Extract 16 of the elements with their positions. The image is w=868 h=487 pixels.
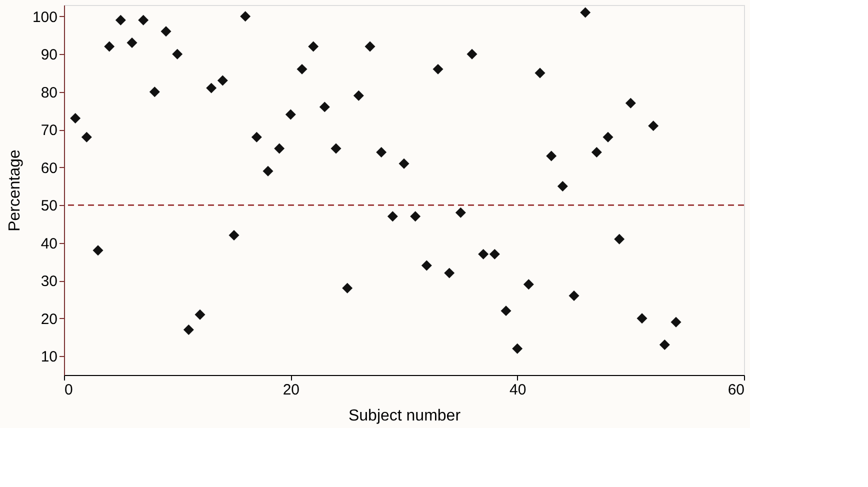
y-tick-label: 10 xyxy=(40,348,58,366)
y-tick-label: 90 xyxy=(40,46,58,64)
y-tick-label: 40 xyxy=(40,235,58,252)
y-tick-label: 80 xyxy=(40,84,58,102)
x-tick-label: 40 xyxy=(509,382,526,398)
y-tick-label: 20 xyxy=(40,310,58,328)
y-tick-label: 50 xyxy=(40,198,58,215)
y-tick-label: 60 xyxy=(40,160,58,177)
x-tick-label: 0 xyxy=(64,382,73,398)
y-axis-title: Percentage xyxy=(6,149,24,232)
x-tick-label: 20 xyxy=(282,382,300,398)
y-tick-label: 30 xyxy=(40,273,58,290)
x-tick-label: 60 xyxy=(728,382,744,398)
y-tick-label: 100 xyxy=(32,8,58,26)
y-tick-label: 70 xyxy=(40,122,58,140)
x-axis-title: Subject number xyxy=(348,408,462,424)
